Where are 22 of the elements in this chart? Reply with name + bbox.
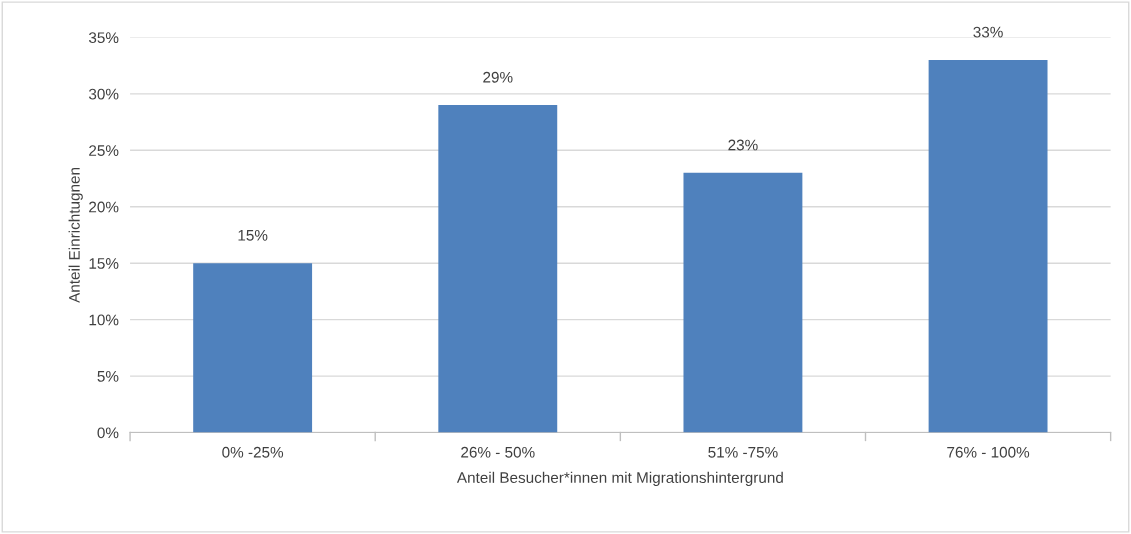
y-tick-label: 30% [88,88,119,100]
x-tick-label: 26% - 50% [461,446,535,458]
data-label: 15% [238,229,268,241]
data-label: 33% [973,26,1003,38]
bar [193,263,313,433]
x-tick-label: 76% - 100% [947,446,1030,458]
y-tick-label: 15% [89,258,119,269]
bar [928,59,1048,433]
bar [683,172,803,433]
y-tick-label: 25% [89,145,119,156]
x-tick-label: 0% -25% [222,446,284,458]
y-axis-title: Anteil Einrichtugnen [68,168,83,303]
bar [438,105,558,433]
y-tick-label: 5% [97,371,119,382]
x-tick-label: 51% -75% [708,446,778,458]
data-label: 23% [728,139,758,151]
y-tick-label: 0% [97,427,119,439]
y-tick-label: 35% [88,32,119,44]
y-tick-label: 10% [89,314,119,326]
data-label: 29% [483,71,513,83]
x-axis-title: Anteil Besucher*innen mit Migrationshintergrund [456,471,783,487]
y-tick-label: 20% [89,201,119,213]
